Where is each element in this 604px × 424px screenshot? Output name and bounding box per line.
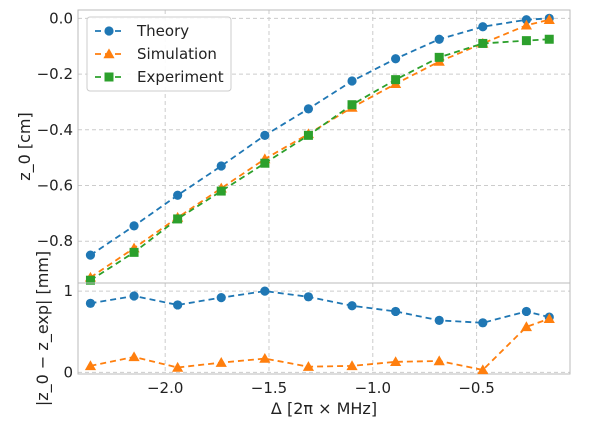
bottom-point-simulation bbox=[477, 364, 489, 375]
bottom-point-simulation bbox=[520, 321, 533, 332]
bottom-point-simulation bbox=[128, 351, 140, 362]
bottom-point-theory bbox=[260, 286, 270, 296]
bottom-point-simulation bbox=[543, 313, 555, 323]
top-y-tick-label: −0.6 bbox=[37, 177, 73, 195]
bottom-point-simulation bbox=[215, 357, 227, 367]
legend-label-experiment: Experiment bbox=[137, 68, 224, 86]
bottom-y-tick-label: 0 bbox=[63, 363, 73, 381]
top-point-experiment bbox=[260, 158, 270, 168]
bottom-point-theory bbox=[434, 315, 444, 325]
bottom-point-simulation bbox=[172, 361, 184, 372]
legend-marker bbox=[103, 48, 115, 59]
bottom-y-axis-label: |z_0 − z_exp| [mm] bbox=[33, 251, 53, 406]
top-y-tick-label: 0.0 bbox=[49, 9, 73, 27]
bottom-series-line-theory bbox=[90, 290, 550, 324]
legend: Theory Simulation Experiment bbox=[86, 16, 232, 92]
bottom-point-simulation bbox=[390, 356, 402, 367]
bottom-point-theory bbox=[216, 293, 226, 303]
bottom-point-theory bbox=[173, 300, 183, 310]
bottom-point-theory bbox=[478, 318, 488, 328]
top-point-theory bbox=[434, 34, 444, 44]
bottom-plot-frame bbox=[77, 282, 571, 375]
top-point-experiment bbox=[478, 38, 488, 48]
top-point-experiment bbox=[544, 34, 554, 44]
top-point-theory bbox=[347, 76, 357, 86]
top-point-theory bbox=[129, 221, 139, 231]
bottom-point-theory bbox=[303, 292, 314, 302]
x-axis-label: Δ [2π × MHz] bbox=[271, 399, 377, 418]
top-point-theory bbox=[478, 22, 488, 32]
top-point-simulation bbox=[520, 19, 533, 30]
legend-box bbox=[86, 16, 232, 92]
x-tick-label: −1.5 bbox=[251, 379, 287, 397]
top-point-theory bbox=[216, 161, 226, 171]
top-point-experiment bbox=[521, 36, 531, 46]
bottom-point-theory bbox=[521, 306, 532, 317]
x-tick-label: −2.0 bbox=[147, 379, 183, 397]
top-y-tick-label: −0.2 bbox=[37, 65, 73, 83]
bottom-point-simulation bbox=[259, 352, 271, 363]
bottom-panel: 0 1 −2.0 −1.5 −1.0 −0.5 |z_0 − z_exp| [mm] Δ [2… bbox=[33, 251, 571, 418]
legend-marker bbox=[104, 72, 114, 82]
top-point-experiment bbox=[173, 214, 183, 224]
bottom-point-theory bbox=[85, 298, 96, 308]
top-point-theory bbox=[391, 54, 401, 64]
top-point-experiment bbox=[347, 100, 357, 110]
top-point-theory bbox=[260, 130, 270, 140]
top-point-experiment bbox=[434, 52, 444, 62]
top-point-experiment bbox=[85, 275, 95, 285]
top-point-experiment bbox=[303, 130, 313, 140]
top-point-experiment bbox=[129, 247, 139, 257]
x-tick-label: −0.5 bbox=[458, 379, 494, 397]
legend-label-simulation: Simulation bbox=[137, 45, 217, 63]
top-series-line-theory bbox=[89, 17, 550, 256]
bottom-series-line-simulation bbox=[90, 317, 550, 371]
top-point-experiment bbox=[391, 75, 401, 85]
top-y-axis-label: z_0 [cm] bbox=[15, 112, 35, 181]
top-point-theory bbox=[303, 104, 314, 114]
x-tick-label: −1.0 bbox=[355, 379, 391, 397]
top-point-theory bbox=[173, 190, 183, 200]
bottom-point-simulation bbox=[302, 361, 315, 371]
top-point-experiment bbox=[216, 186, 226, 196]
top-y-tick-label: −0.4 bbox=[37, 121, 73, 139]
top-point-theory bbox=[85, 250, 96, 260]
bottom-point-theory bbox=[391, 306, 401, 317]
top-series-line-simulation bbox=[89, 18, 550, 279]
bottom-point-simulation bbox=[346, 360, 358, 371]
top-point-simulation bbox=[543, 14, 555, 24]
bottom-point-simulation bbox=[84, 360, 97, 371]
bottom-point-simulation bbox=[433, 355, 445, 366]
bottom-point-theory bbox=[129, 291, 139, 301]
top-y-tick-label: −0.8 bbox=[37, 232, 73, 250]
legend-label-theory: Theory bbox=[136, 22, 189, 40]
top-panel: 0.0 −0.2 −0.4 −0.6 −0.8 z_0 [cm] bbox=[15, 9, 571, 285]
legend-marker bbox=[104, 26, 114, 36]
bottom-y-tick-label: 1 bbox=[63, 282, 73, 300]
bottom-point-theory bbox=[347, 301, 357, 311]
